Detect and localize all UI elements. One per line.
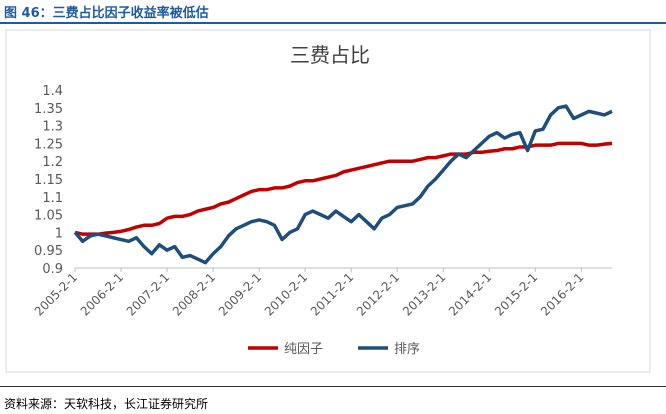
y-tick-label: 1.25 [34, 137, 63, 152]
y-tick-label: 1 [55, 226, 63, 241]
legend-label: 排序 [394, 342, 420, 357]
y-tick-label: 1.35 [34, 102, 63, 117]
y-tick-label: 0.95 [34, 244, 63, 259]
legend-label: 纯因子 [284, 342, 323, 357]
y-tick-label: 1.2 [42, 155, 63, 170]
rule [0, 22, 666, 24]
chart-title: 三费占比 [290, 43, 370, 67]
y-tick-label: 0.9 [42, 262, 63, 277]
y-tick-label: 1.1 [42, 191, 63, 206]
series-line [74, 141, 613, 236]
source-note: 资料来源：天软科技，长江证券研究所 [4, 397, 209, 411]
y-tick-label: 1.05 [34, 209, 63, 224]
y-tick-label: 1.4 [42, 84, 63, 99]
series-line [73, 104, 613, 265]
y-tick-label: 1.15 [34, 173, 63, 188]
figure-caption: 图 46：三费占比因子收益率被低估 [4, 6, 209, 21]
rule [0, 386, 666, 387]
y-tick-label: 1.3 [42, 120, 63, 135]
chart-frame [5, 29, 651, 373]
